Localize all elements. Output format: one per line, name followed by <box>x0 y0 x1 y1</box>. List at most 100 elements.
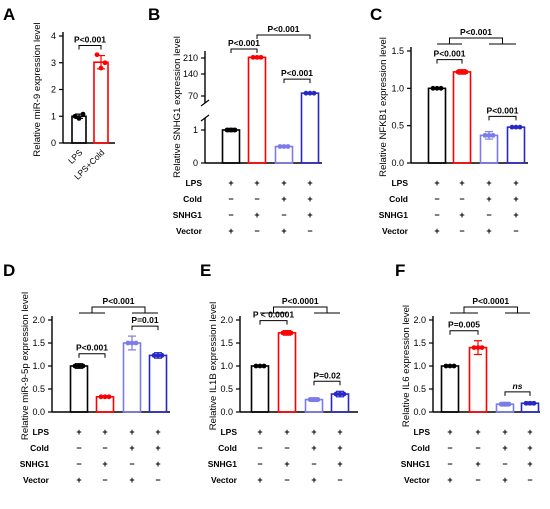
data-point <box>258 54 264 60</box>
p-value-label: ns <box>513 381 523 391</box>
data-point <box>98 394 104 400</box>
data-point <box>129 340 135 346</box>
x-category-label: LPS <box>66 147 85 166</box>
y-tick-label: 2.0 <box>32 315 45 325</box>
condition-symbol: + <box>502 443 507 453</box>
condition-symbol: − <box>475 443 480 453</box>
data-point <box>531 400 537 406</box>
data-point <box>333 391 339 397</box>
data-point <box>307 90 313 96</box>
condition-symbol: + <box>281 194 286 204</box>
condition-symbol: + <box>307 194 312 204</box>
bar-1 <box>440 365 460 413</box>
condition-symbol: + <box>284 427 289 437</box>
data-point <box>284 330 290 336</box>
significance-bracket <box>436 59 463 64</box>
condition-symbol: + <box>307 178 312 188</box>
condition-symbol: + <box>257 427 262 437</box>
condition-symbol: + <box>311 475 316 485</box>
data-point <box>277 144 283 149</box>
data-point <box>447 363 453 369</box>
panel-letter: E <box>200 261 211 280</box>
condition-symbol: + <box>447 475 452 485</box>
data-point <box>228 127 234 133</box>
data-point <box>479 345 485 350</box>
y-tick-label: 2.0 <box>413 315 426 325</box>
data-point <box>443 363 449 369</box>
condition-symbol: + <box>311 427 316 437</box>
data-point <box>502 401 508 407</box>
bar-1 <box>69 365 89 413</box>
condition-symbol: + <box>513 210 518 220</box>
condition-symbol: − <box>447 443 452 453</box>
y-tick-label: 0 <box>51 138 56 148</box>
condition-symbol: + <box>486 226 491 236</box>
data-point <box>280 330 286 336</box>
condition-row-label: Vector <box>404 475 431 485</box>
condition-symbol: + <box>76 427 81 437</box>
condition-symbol: − <box>257 459 262 469</box>
condition-symbol: − <box>459 194 464 204</box>
data-point <box>76 115 82 121</box>
y-tick-label: 1.0 <box>220 361 233 371</box>
panel-letter: A <box>3 5 15 24</box>
data-point <box>261 363 267 369</box>
condition-symbol: + <box>513 178 518 188</box>
y-tick-label: 1 <box>193 125 198 135</box>
y-tick-label: 2.0 <box>220 315 233 325</box>
axis-break-mark <box>200 99 210 107</box>
condition-symbol: − <box>486 210 491 220</box>
condition-symbol: − <box>76 459 81 469</box>
condition-symbol: − <box>155 475 160 485</box>
significance-bracket <box>283 78 311 84</box>
condition-symbol: + <box>281 226 286 236</box>
bar-4 <box>506 126 526 164</box>
condition-symbol: + <box>527 459 532 469</box>
condition-symbol: + <box>254 210 259 220</box>
p-value-label: P=0.005 <box>448 320 480 330</box>
data-point <box>509 124 515 130</box>
data-point <box>337 391 343 397</box>
y-tick-label: 210 <box>183 53 198 63</box>
y-axis-label: Relative IL6 expression level <box>401 305 412 427</box>
bar-2 <box>452 71 472 164</box>
data-point <box>486 132 492 138</box>
condition-symbol: + <box>447 427 452 437</box>
y-tick-label: 1.0 <box>391 83 404 93</box>
data-point <box>72 113 78 119</box>
y-axis-label: Relative miR-9-5p expression level <box>20 292 31 440</box>
data-point <box>523 400 529 406</box>
data-point <box>288 330 294 336</box>
p-value-label: P=0.01 <box>131 315 158 325</box>
bar-2 <box>468 346 488 413</box>
condition-symbol: − <box>102 443 107 453</box>
data-point <box>224 127 230 133</box>
condition-symbol: − <box>228 194 233 204</box>
condition-row-label: LPS <box>220 427 237 437</box>
significance-bracket <box>463 306 518 313</box>
condition-symbol: + <box>486 194 491 204</box>
bar-1 <box>427 87 447 164</box>
condition-row-label: Cold <box>218 443 237 453</box>
y-tick-label: 0.5 <box>391 121 404 131</box>
y-tick-label: 0.0 <box>391 158 404 168</box>
data-point <box>459 69 465 75</box>
p-value-label: P<0.001 <box>460 27 492 37</box>
data-point <box>315 397 321 402</box>
axis-break-mark <box>200 114 210 122</box>
y-tick-label: 1.5 <box>391 46 404 56</box>
condition-symbol: − <box>311 459 316 469</box>
condition-symbol: + <box>228 178 233 188</box>
y-tick-label: 0.5 <box>32 384 45 394</box>
data-point <box>482 132 488 138</box>
y-tick-label: 3 <box>51 58 56 68</box>
condition-symbol: + <box>257 475 262 485</box>
data-point <box>434 85 440 91</box>
y-tick-label: 2 <box>51 85 56 95</box>
condition-symbol: + <box>459 178 464 188</box>
condition-symbol: + <box>527 443 532 453</box>
condition-symbol: − <box>228 210 233 220</box>
y-axis-label: Relative miR-9 expression level <box>32 22 43 156</box>
condition-row-label: SNHG1 <box>173 210 203 220</box>
